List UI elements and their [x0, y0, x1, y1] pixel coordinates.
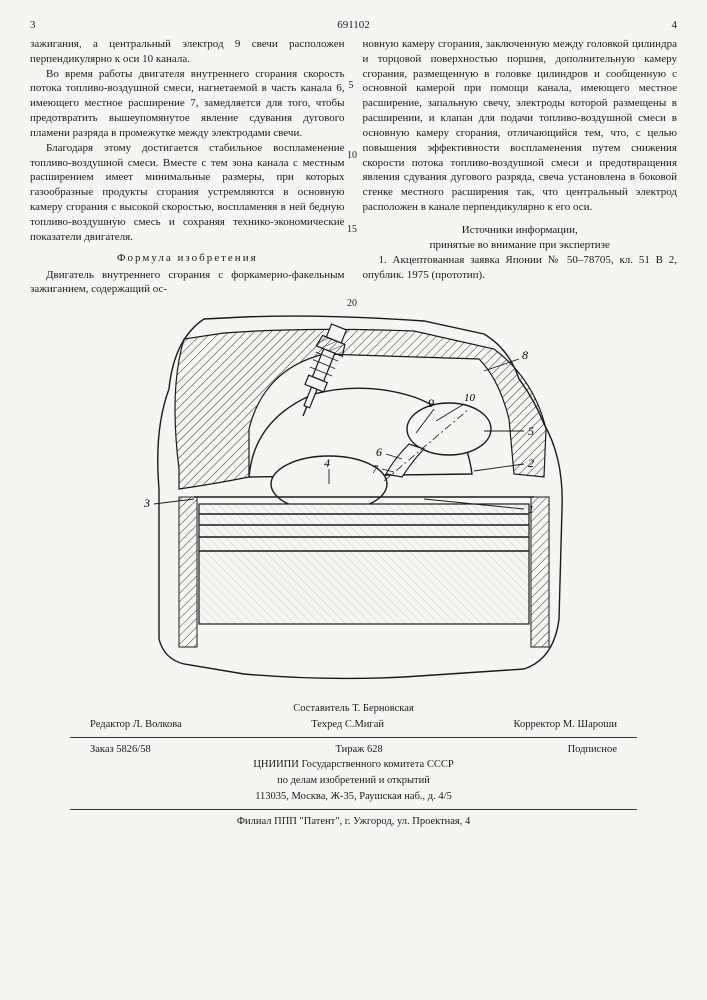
- addr1: 113035, Москва, Ж-35, Раушская наб., д. …: [30, 789, 677, 805]
- page-header: 3 691102 4: [30, 18, 677, 33]
- para: Благодаря этому достигается стабильное в…: [30, 141, 345, 245]
- footer-order: Заказ 5826/58 Тираж 628 Подписное: [30, 742, 677, 758]
- ref-5: 5: [528, 424, 534, 438]
- branch: Филиал ППП "Патент", г. Ужгород, ул. Про…: [30, 814, 677, 830]
- footer: Составитель Т. Берновская Редактор Л. Во…: [30, 701, 677, 829]
- ref-10: 10: [464, 392, 476, 404]
- ref-1: 1: [528, 502, 534, 516]
- line-number: 10: [347, 149, 357, 163]
- ref-2: 2: [528, 456, 534, 470]
- left-column: зажигания, а центральный электрод 9 свеч…: [30, 37, 345, 297]
- line-number: 15: [347, 223, 357, 237]
- subscription: Подписное: [568, 742, 617, 758]
- engine-diagram: 8 5 2 1 10 9 6 7 4 3: [30, 309, 677, 689]
- ref-4: 4: [324, 456, 330, 470]
- text-columns: зажигания, а центральный электрод 9 свеч…: [30, 37, 677, 297]
- para: Двигатель внутреннего сгорания с форкаме…: [30, 268, 345, 298]
- line-number: 5: [348, 79, 353, 93]
- rule: [70, 809, 637, 810]
- rule: [70, 737, 637, 738]
- sources-subtitle: принятые во внимание при экспертизе: [363, 238, 678, 253]
- diagram-svg: 8 5 2 1 10 9 6 7 4 3: [124, 309, 584, 689]
- ref-8: 8: [522, 348, 528, 362]
- footer-names: Редактор Л. Волкова Техред С.Мигай Корре…: [30, 717, 677, 733]
- order: Заказ 5826/58: [90, 742, 151, 758]
- tirage: Тираж 628: [335, 742, 382, 758]
- techred: Техред С.Мигай: [311, 717, 384, 733]
- para: 1. Акцептованная заявка Японии № 50–7870…: [363, 253, 678, 283]
- editor: Редактор Л. Волкова: [90, 717, 182, 733]
- org1: ЦНИИПИ Государственного комитета СССР: [30, 757, 677, 773]
- ref-3: 3: [143, 496, 150, 510]
- corrector: Корректор М. Шароши: [514, 717, 617, 733]
- ref-9: 9: [428, 396, 434, 410]
- formula-title: Формула изобретения: [30, 251, 345, 266]
- patent-number: 691102: [36, 18, 672, 33]
- right-column: новную камеру сгорания, заключенную межд…: [363, 37, 678, 297]
- ref-7: 7: [372, 462, 379, 476]
- line-number: 20: [347, 297, 357, 311]
- org2: по делам изобретений и открытий: [30, 773, 677, 789]
- para: Во время работы двигателя внутреннего сг…: [30, 67, 345, 141]
- page-right: 4: [672, 18, 678, 33]
- sources-title: Источники информации,: [363, 223, 678, 238]
- compiler: Составитель Т. Берновская: [30, 701, 677, 717]
- para: новную камеру сгорания, заключенную межд…: [363, 37, 678, 215]
- ref-6: 6: [376, 445, 382, 459]
- para: зажигания, а центральный электрод 9 свеч…: [30, 37, 345, 67]
